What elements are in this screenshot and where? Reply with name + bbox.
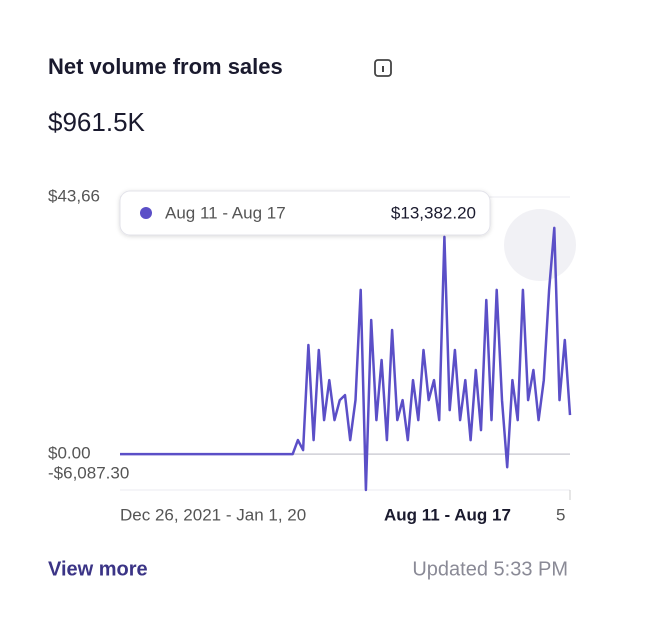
- tooltip-value: $13,382.20: [391, 203, 476, 222]
- x-tick-label: 5: [556, 505, 565, 524]
- view-more-link[interactable]: View more: [48, 558, 148, 580]
- y-tick-label: -$6,087.30: [48, 463, 129, 482]
- updated-time: Updated 5:33 PM: [412, 558, 568, 580]
- tooltip-label: Aug 11 - Aug 17: [165, 203, 286, 222]
- tooltip-dot: [140, 207, 152, 219]
- x-tick-label: Aug 11 - Aug 17: [384, 505, 511, 524]
- card-title: Net volume from sales: [48, 54, 283, 79]
- y-tick-label: $0.00: [48, 444, 91, 463]
- y-tick-label: $43,66: [48, 186, 100, 205]
- info-icon[interactable]: [374, 59, 392, 77]
- hover-highlight: [504, 209, 576, 281]
- total-value: $961.5K: [48, 107, 146, 137]
- tooltip-box: [119, 190, 491, 236]
- tooltip: Aug 11 - Aug 17 $13,382.20: [119, 190, 491, 236]
- x-tick-label: Dec 26, 2021 - Jan 1, 20: [120, 505, 306, 524]
- line: [120, 226, 572, 492]
- plot: $43,66 $0.00-$6,087.30 Dec 26, 2021 - Jan …: [48, 186, 576, 524]
